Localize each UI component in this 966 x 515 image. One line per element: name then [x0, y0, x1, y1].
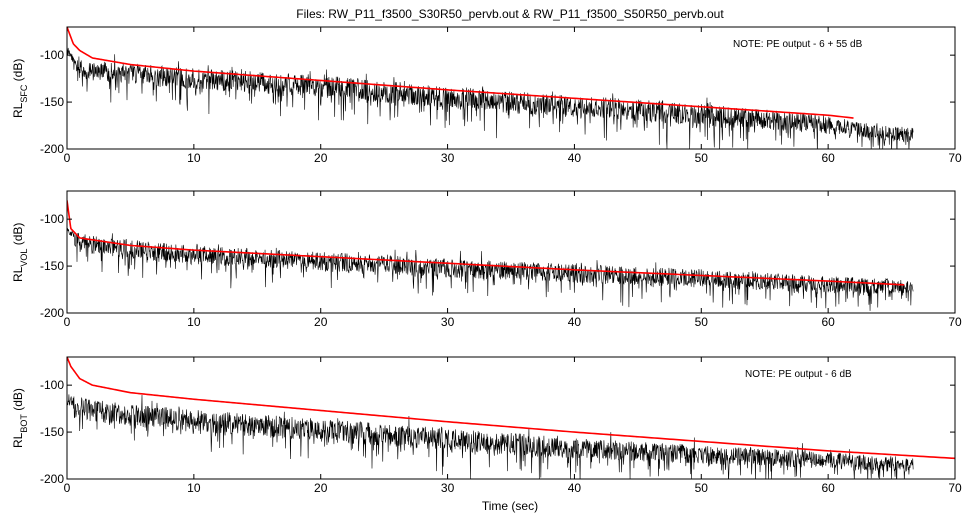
x-tick-label: 0 — [64, 481, 71, 495]
series-noisy — [67, 46, 914, 149]
x-tick-label: 30 — [441, 315, 455, 329]
x-tick-label: 30 — [441, 151, 455, 165]
x-tick-label: 40 — [568, 481, 582, 495]
x-tick-label: 60 — [821, 481, 835, 495]
plot-area — [67, 27, 914, 149]
x-tick-label: 50 — [695, 151, 709, 165]
y-tick-label: -200 — [40, 472, 64, 486]
y-tick-label: -150 — [40, 425, 64, 439]
y-axis-label: RLVOL (dB) — [11, 223, 29, 282]
x-tick-label: 0 — [64, 315, 71, 329]
figure-title: Files: RW_P11_f3500_S30R50_pervb.out & R… — [296, 7, 724, 21]
x-tick-label: 20 — [314, 481, 328, 495]
panel-sfc: 0 10 20 30 40 50 60 70 -100 -150 -200 RLSFC (dB) NOT… — [11, 26, 962, 165]
note-annotation: NOTE: PE output - 6 dB — [745, 369, 852, 380]
axes-box — [66, 26, 956, 150]
axes-box — [66, 190, 956, 314]
y-axis-label: RLBOT (dB) — [11, 388, 29, 448]
x-tick-label: 60 — [821, 151, 835, 165]
x-tick-label: 20 — [314, 151, 328, 165]
x-tick-label: 60 — [821, 315, 835, 329]
x-tick-label: 70 — [948, 315, 962, 329]
plot-area — [67, 200, 914, 313]
series-noisy — [67, 394, 914, 479]
panel-vol: 0 10 20 30 40 50 60 70 -100 -150 -200 RLVOL (dB) — [11, 190, 962, 329]
x-tick-label: 70 — [948, 481, 962, 495]
y-axis-label: RLSFC (dB) — [11, 59, 29, 118]
x-tick-label: 10 — [187, 151, 201, 165]
series-smooth — [67, 200, 905, 286]
y-tick-label: -200 — [40, 306, 64, 320]
panel-bot: 0 10 20 30 40 50 60 70 -100 -150 -200 RLBOT (dB) NOT… — [11, 356, 962, 495]
note-annotation: NOTE: PE output - 6 + 55 dB — [733, 39, 863, 50]
series-noisy — [67, 227, 914, 313]
y-tick-label: -200 — [40, 142, 64, 156]
x-axis-label: Time (sec) — [482, 499, 538, 513]
plot-area — [67, 357, 955, 479]
series-smooth — [67, 357, 955, 460]
x-tick-label: 30 — [441, 481, 455, 495]
x-tick-label: 70 — [948, 151, 962, 165]
y-tick-label: -100 — [40, 48, 64, 62]
x-tick-label: 40 — [568, 151, 582, 165]
y-tick-label: -100 — [40, 212, 64, 226]
x-tick-label: 40 — [568, 315, 582, 329]
axes-box — [66, 356, 956, 480]
x-tick-label: 0 — [64, 151, 71, 165]
x-tick-label: 20 — [314, 315, 328, 329]
y-tick-label: -100 — [40, 378, 64, 392]
x-tick-label: 10 — [187, 481, 201, 495]
series-smooth — [67, 27, 854, 119]
y-tick-label: -150 — [40, 259, 64, 273]
y-tick-label: -150 — [40, 95, 64, 109]
x-tick-label: 50 — [695, 315, 709, 329]
x-tick-label: 10 — [187, 315, 201, 329]
x-tick-label: 50 — [695, 481, 709, 495]
